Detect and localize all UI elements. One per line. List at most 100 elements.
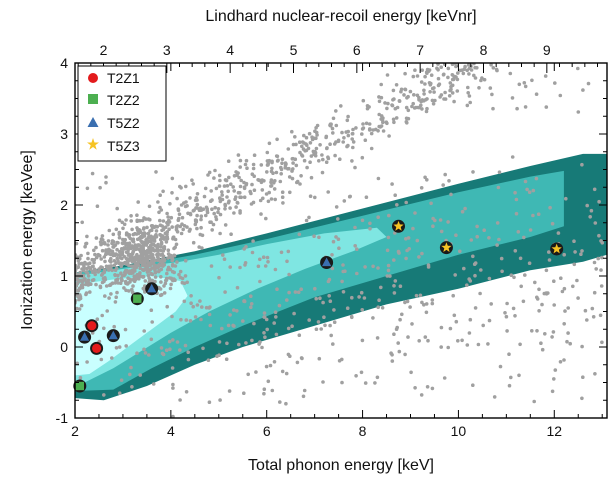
background-dot (466, 63, 471, 67)
background-dot (364, 121, 369, 126)
background-dot (277, 303, 282, 308)
background-dot (80, 220, 84, 225)
background-dot (90, 278, 95, 283)
background-dot (131, 249, 136, 254)
y-tick-label: -1 (56, 410, 69, 426)
background-dot (229, 182, 233, 186)
background-dot (266, 379, 271, 384)
background-dot (179, 231, 184, 236)
background-dot (392, 291, 397, 295)
background-dot (258, 198, 263, 203)
background-dot (195, 198, 199, 202)
background-dot (334, 123, 339, 128)
background-dot (398, 317, 402, 322)
background-dot (580, 162, 584, 167)
background-dot (441, 73, 446, 77)
background-dot (495, 221, 500, 225)
background-dot (550, 389, 555, 394)
background-dot (410, 104, 414, 109)
background-dot (160, 351, 165, 356)
background-dot (314, 146, 319, 151)
background-dot (300, 144, 304, 149)
background-dot (178, 348, 182, 352)
background-dot (531, 188, 536, 193)
background-dot (104, 264, 109, 269)
background-dot (158, 293, 163, 298)
background-dot (170, 257, 175, 262)
x-tick-label: 8 (359, 423, 367, 439)
background-dot (345, 118, 350, 123)
background-dot (214, 215, 218, 219)
background-dot (473, 261, 478, 265)
background-dot (220, 190, 224, 194)
background-dot (462, 266, 466, 271)
background-dot (404, 105, 409, 110)
background-dot (286, 167, 290, 171)
background-dot (93, 269, 98, 273)
background-dot (222, 184, 227, 188)
background-dot (191, 182, 195, 186)
background-dot (186, 350, 190, 355)
background-dot (385, 73, 390, 77)
x-tick-label: 6 (263, 423, 271, 439)
background-dot (111, 240, 116, 244)
background-dot (403, 352, 407, 357)
background-dot (235, 200, 240, 205)
background-dot (151, 256, 155, 261)
background-dot (381, 120, 385, 125)
background-dot (329, 333, 334, 338)
background-dot (415, 238, 420, 243)
background-dot (237, 342, 241, 347)
background-dot (297, 333, 302, 338)
background-dot (449, 192, 453, 197)
background-dot (143, 262, 147, 266)
x2-tick-label: 3 (163, 42, 171, 58)
background-dot (369, 131, 374, 136)
background-dot (392, 120, 396, 125)
background-dot (600, 241, 605, 245)
background-dot (124, 250, 129, 254)
background-dot (379, 82, 384, 87)
background-dot (566, 306, 570, 310)
background-dot (438, 95, 442, 99)
background-dot (286, 147, 291, 151)
background-dot (189, 294, 193, 298)
background-dot (313, 149, 317, 154)
background-dot (469, 68, 474, 72)
background-dot (166, 215, 170, 219)
background-dot (516, 230, 521, 234)
background-dot (322, 315, 326, 320)
background-dot (461, 71, 466, 76)
background-dot (266, 163, 270, 167)
background-dot (260, 345, 264, 350)
background-dot (270, 388, 275, 393)
background-dot (207, 312, 212, 317)
background-dot (429, 73, 434, 77)
background-dot (248, 189, 252, 194)
background-dot (78, 286, 82, 290)
background-dot (86, 256, 90, 261)
background-dot (244, 158, 249, 163)
background-dot (287, 272, 291, 277)
background-dot (223, 202, 227, 207)
background-dot (85, 266, 89, 271)
marker-circle (92, 343, 102, 353)
background-dot (394, 83, 399, 87)
background-dot (105, 309, 109, 313)
background-dot (491, 66, 496, 70)
background-dot (252, 174, 256, 178)
background-dot (78, 257, 82, 261)
background-dot (100, 265, 104, 270)
background-dot (269, 197, 274, 201)
background-dot (404, 200, 409, 205)
background-dot (159, 280, 163, 284)
background-dot (262, 311, 267, 315)
background-dot (199, 225, 203, 230)
x2-axis-label: Lindhard nuclear-recoil energy [keVnr] (205, 8, 476, 25)
background-dot (149, 337, 154, 342)
legend-label-t5z3: T5Z3 (107, 138, 140, 154)
background-dot (355, 247, 359, 251)
background-dot (299, 174, 303, 178)
background-dot (376, 266, 380, 270)
background-dot (395, 325, 400, 330)
